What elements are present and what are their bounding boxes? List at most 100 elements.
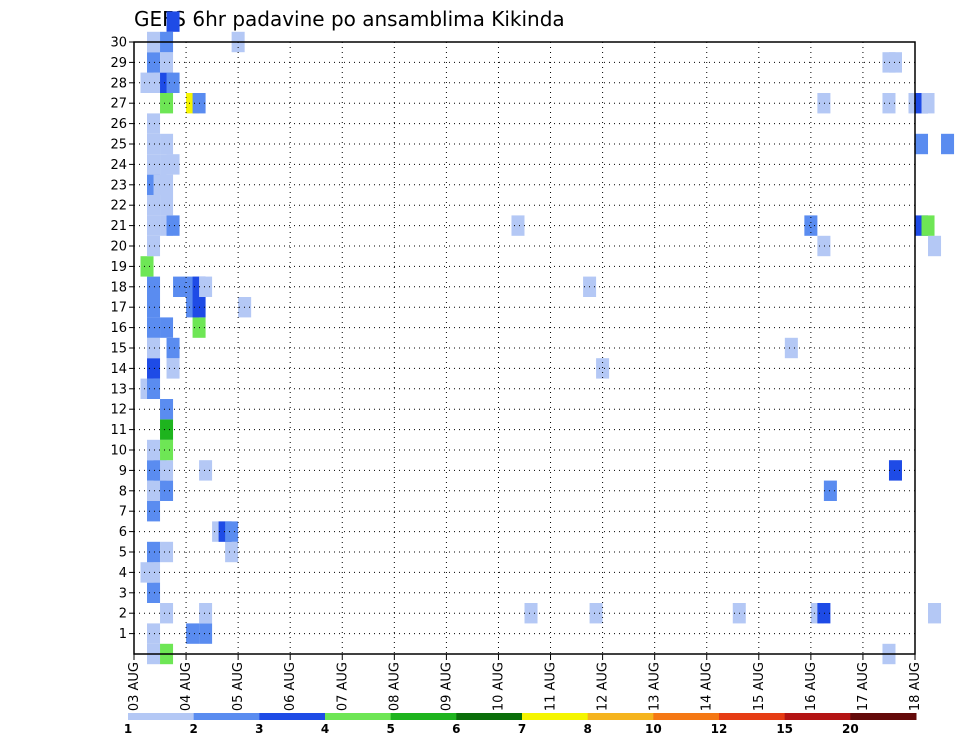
y-tick-label: 3 — [119, 586, 127, 601]
x-tick-label: 14 AUG — [700, 662, 715, 711]
grid-lines — [134, 42, 915, 654]
x-tick-label: 15 AUG — [752, 662, 767, 711]
ensemble-cell — [199, 623, 213, 644]
y-tick-label: 10 — [110, 444, 127, 459]
ensemble-cell — [166, 358, 180, 379]
y-tick-label: 29 — [110, 56, 127, 71]
ensemble-cell — [186, 623, 200, 644]
legend-label: 5 — [386, 722, 394, 736]
ensemble-cell — [166, 72, 180, 93]
y-tick-label: 18 — [110, 280, 127, 295]
legend-label: 12 — [711, 722, 728, 736]
ensemble-cell — [160, 399, 174, 420]
legend-swatch — [325, 713, 392, 720]
legend-swatch — [587, 713, 654, 720]
ensemble-cell — [147, 378, 161, 399]
x-tick-label: 03 AUG — [127, 662, 142, 711]
ensemble-cell — [166, 154, 180, 175]
ensemble-cell — [147, 235, 161, 257]
ensemble-cell — [166, 215, 180, 236]
ensemble-cell — [524, 603, 538, 624]
ensemble-cell — [160, 93, 174, 114]
ensemble-cell — [147, 113, 161, 134]
legend-label: 4 — [321, 722, 329, 736]
ensemble-cell — [147, 562, 161, 583]
y-tick-label: 28 — [110, 76, 127, 91]
ensemble-cell — [784, 337, 798, 359]
ensemble-cell — [160, 460, 174, 481]
color-legend: 1 2 3 4 5 6 7 8 10 12 15 20 — [124, 713, 917, 736]
y-tick-label: 14 — [110, 362, 127, 377]
ensemble-cells — [140, 11, 955, 665]
y-tick-label: 7 — [119, 505, 127, 520]
y-tick-label: 2 — [119, 607, 127, 622]
ensemble-cell — [921, 215, 935, 236]
legend-swatch — [784, 713, 851, 720]
ensemble-cell — [941, 133, 955, 155]
x-tick-label: 12 AUG — [596, 662, 611, 711]
x-tick-label: 17 AUG — [856, 662, 871, 711]
ensemble-cell — [166, 337, 180, 359]
legend-label: 6 — [452, 722, 460, 736]
legend-label: 8 — [583, 722, 591, 736]
legend-label: 2 — [189, 722, 197, 736]
legend-label: 10 — [645, 722, 662, 736]
ensemble-cell — [823, 480, 837, 501]
ensemble-cell — [147, 501, 161, 522]
ensemble-cell — [921, 93, 935, 114]
ensemble-cell — [160, 419, 174, 440]
ensemble-cell — [147, 215, 161, 236]
ensemble-cell — [147, 439, 161, 461]
ensemble-cell — [166, 11, 180, 32]
ensemble-cell — [160, 195, 174, 216]
y-tick-label: 8 — [119, 484, 127, 499]
ensemble-cell — [160, 439, 174, 461]
ensemble-cell — [882, 93, 896, 114]
ensemble-cell — [817, 235, 831, 257]
ensemble-cell — [160, 133, 174, 155]
legend-label: 15 — [776, 722, 793, 736]
legend-swatch — [390, 713, 457, 720]
x-tick-label: 18 AUG — [908, 662, 923, 711]
y-tick-label: 1 — [119, 627, 127, 642]
y-tick-label: 9 — [119, 464, 127, 479]
legend-swatch — [850, 713, 917, 720]
ensemble-cell — [147, 72, 161, 93]
ensemble-cell — [817, 603, 831, 624]
y-tick-label: 21 — [110, 219, 127, 234]
ensemble-cell — [511, 215, 525, 236]
y-tick-label: 23 — [110, 178, 127, 193]
ensemble-cell — [147, 582, 161, 603]
x-tick-label: 06 AUG — [283, 662, 298, 711]
ensemble-cell — [817, 93, 831, 114]
ensemble-cell — [199, 460, 213, 481]
y-tick-label: 24 — [110, 158, 127, 173]
x-axis-ticks: 03 AUG 04 AUG 05 AUG 06 AUG 07 AUG 08 AUG 09 A… — [127, 654, 923, 711]
ensemble-cell — [928, 235, 942, 257]
y-tick-label: 12 — [110, 403, 127, 418]
ensemble-cell — [804, 215, 818, 236]
y-tick-label: 26 — [110, 117, 127, 132]
ensemble-cell — [140, 256, 154, 277]
x-tick-label: 05 AUG — [231, 662, 246, 711]
y-tick-label: 6 — [119, 525, 127, 540]
x-tick-label: 11 AUG — [544, 662, 559, 711]
ensemble-cell — [147, 133, 161, 155]
ensemble-cell — [147, 52, 161, 73]
ensemble-cell — [147, 623, 161, 644]
ensemble-cell — [160, 52, 174, 73]
y-tick-label: 4 — [119, 566, 127, 581]
legend-label: 7 — [518, 722, 526, 736]
x-tick-label: 07 AUG — [335, 662, 350, 711]
legend-label: 1 — [124, 722, 132, 736]
legend-swatch — [259, 713, 326, 720]
y-tick-label: 19 — [110, 260, 127, 275]
ensemble-cell — [888, 460, 902, 481]
ensemble-cell — [589, 603, 603, 624]
ensemble-cell — [160, 603, 174, 624]
legend-swatch — [719, 713, 786, 720]
ensemble-cell — [225, 521, 239, 542]
ensemble-cell — [147, 541, 161, 563]
ensemble-cell — [928, 603, 942, 624]
ensemble-cell — [147, 276, 161, 297]
